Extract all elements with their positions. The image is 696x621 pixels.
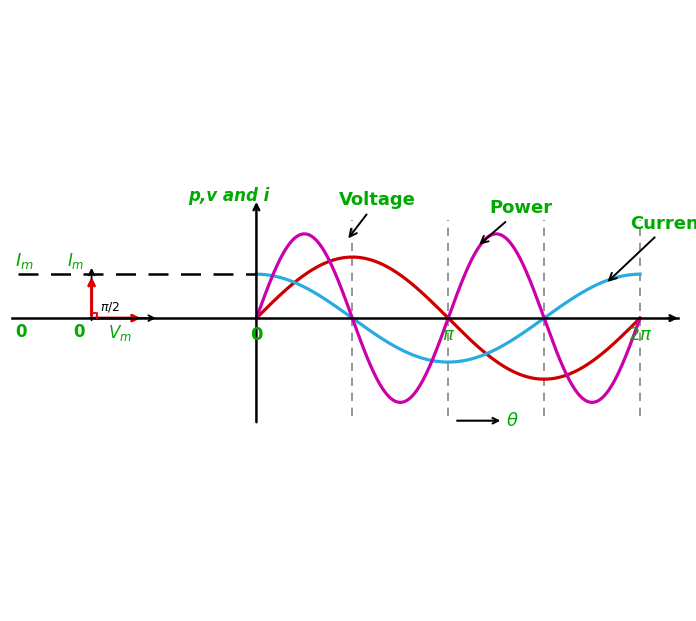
Text: $\theta$: $\theta$ [506,412,519,430]
Text: p,v and i: p,v and i [188,187,269,205]
Text: $\pi/2$: $\pi/2$ [100,300,120,314]
Text: 0: 0 [250,326,262,344]
Text: Power: Power [481,199,553,243]
Text: 0: 0 [73,323,84,341]
Text: $I_m$: $I_m$ [67,251,84,271]
Text: Voltage: Voltage [339,191,416,237]
Text: $I_m$: $I_m$ [15,251,34,271]
Text: $\pi$: $\pi$ [442,326,454,344]
Text: $V_m$: $V_m$ [108,323,132,343]
Text: $2\pi$: $2\pi$ [628,326,652,344]
Text: Current: Current [609,215,696,281]
Text: 0: 0 [15,323,26,341]
